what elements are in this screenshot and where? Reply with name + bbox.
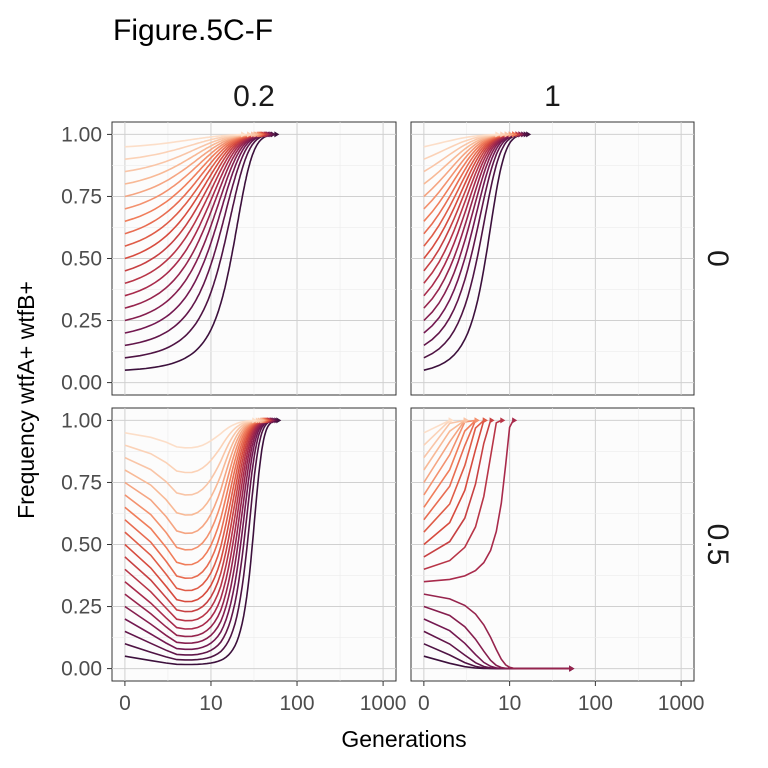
series-arrowhead [482,417,488,424]
y-tick-label: 0.00 [61,372,102,395]
series-line [423,420,485,546]
facet-panel: 0 10 100 1000 0.00 0.25 0.50 0.75 1.00 [61,407,407,715]
x-tick-label: 100 [280,692,315,715]
series-line [423,419,465,459]
figure-title: Figure.5C-F [113,14,273,47]
series-arrowhead [474,417,480,424]
series-arrowhead [518,131,524,138]
series-arrowhead [252,417,258,424]
series-arrowhead [274,131,280,138]
series-arrowhead [255,417,261,424]
series-arrowhead [504,131,510,138]
x-axis-title: Generations [341,726,466,752]
series-arrowhead [521,131,527,138]
series-arrowhead [515,131,521,138]
series-line [423,593,571,670]
x-tick-label: 0 [119,692,131,715]
series-line [124,419,254,449]
y-axis-title: Frequency wtfA+ wtfB+ [13,281,39,519]
series-line [423,419,466,471]
y-tick-label: 0.75 [61,185,102,208]
facet-column-label: 1 [544,80,561,113]
series-arrowhead [247,131,253,138]
series-arrowhead [463,417,469,424]
series-line [423,133,498,148]
facet-row-label: 0.5 [701,524,734,566]
facet-panel: 0.00 0.25 0.50 0.75 1.00 0.2 [61,80,397,396]
x-tick-label: 100 [578,692,613,715]
facet-row-label: 0 [701,250,734,267]
facet-panel: 0 10 100 1000 0.5 [410,407,734,715]
x-tick-label: 0 [418,692,430,715]
facet-panel: 10 [410,80,734,396]
series-line [423,419,451,446]
x-tick-label: 1000 [658,692,705,715]
series-line [423,419,451,434]
series-arrowhead [500,417,506,424]
y-tick-label: 1.00 [61,409,102,432]
y-tick-label: 0.75 [61,471,102,494]
series-arrowhead [251,131,257,138]
series-arrowhead [241,131,247,138]
series-line [423,419,485,533]
series-line [423,420,477,521]
series-line [423,419,466,483]
series-arrowhead [512,417,518,424]
series-arrowhead [489,417,495,424]
facet-column-label: 0.2 [233,80,275,113]
x-tick-label: 10 [498,692,521,715]
y-tick-label: 0.00 [61,658,102,681]
series-arrowhead [500,131,506,138]
y-tick-label: 1.00 [61,123,102,146]
series-line [423,419,477,508]
series-arrowhead [512,131,518,138]
y-tick-label: 0.50 [61,248,102,271]
series-line [423,419,476,496]
series-line [423,419,502,571]
series-arrowhead [569,665,575,672]
y-tick-label: 0.25 [61,596,102,619]
facet-panels: 0.000.250.500.751.000.2 100 10 100 10000.000… [61,80,734,715]
series-arrowhead [448,417,454,424]
series-line [423,420,492,558]
x-tick-label: 10 [199,692,222,715]
series-arrowhead [495,131,501,138]
x-tick-label: 1000 [360,692,407,715]
series-line [423,420,514,583]
y-tick-label: 0.50 [61,534,102,557]
series-line [124,133,243,148]
series-arrowhead [523,131,529,138]
series-arrowhead [508,131,514,138]
y-tick-label: 0.25 [61,310,102,333]
